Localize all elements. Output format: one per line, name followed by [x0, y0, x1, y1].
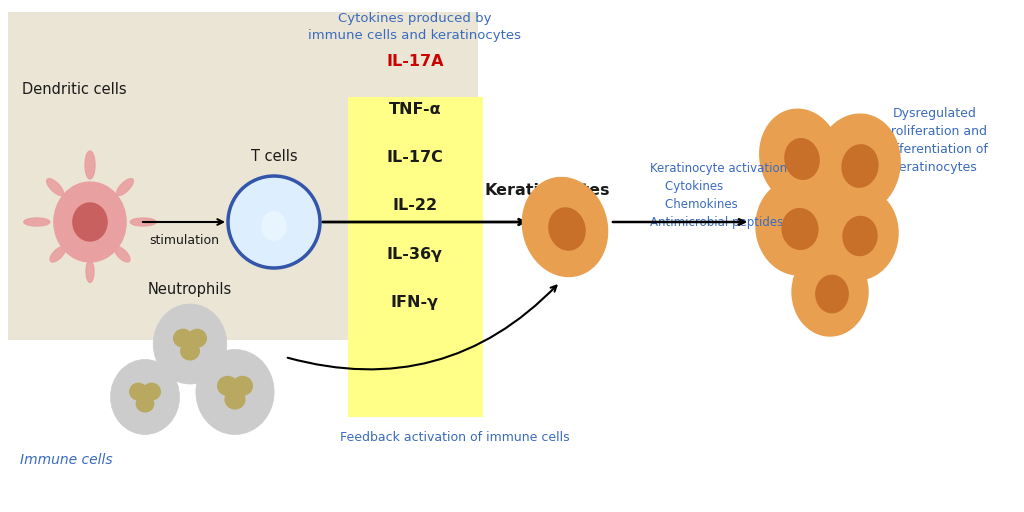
Text: IL-22: IL-22: [392, 199, 437, 214]
Text: Neutrophils: Neutrophils: [147, 282, 232, 297]
Ellipse shape: [760, 109, 841, 205]
Text: Dysregulated
proliferation and
differentiation of
keratinocytes: Dysregulated proliferation and different…: [883, 107, 987, 174]
FancyBboxPatch shape: [348, 97, 483, 417]
Ellipse shape: [522, 178, 607, 276]
Ellipse shape: [756, 179, 840, 275]
Text: TNF-α: TNF-α: [389, 102, 441, 117]
Ellipse shape: [180, 342, 200, 360]
Ellipse shape: [86, 261, 94, 283]
Text: Immune cells: Immune cells: [20, 453, 113, 467]
Ellipse shape: [54, 182, 126, 262]
Ellipse shape: [24, 218, 50, 226]
Ellipse shape: [50, 246, 66, 262]
Ellipse shape: [85, 151, 95, 179]
Text: IL-17C: IL-17C: [387, 151, 443, 165]
Ellipse shape: [47, 179, 63, 196]
Ellipse shape: [816, 275, 848, 313]
Ellipse shape: [115, 246, 130, 262]
Ellipse shape: [143, 383, 161, 400]
Ellipse shape: [187, 329, 206, 347]
Text: Keratinocytes: Keratinocytes: [484, 182, 609, 198]
Ellipse shape: [174, 329, 193, 347]
Ellipse shape: [73, 203, 108, 241]
FancyBboxPatch shape: [8, 12, 478, 340]
Text: IFN-γ: IFN-γ: [391, 294, 439, 309]
Text: stimulation: stimulation: [150, 234, 219, 247]
Ellipse shape: [130, 218, 157, 226]
Circle shape: [228, 176, 319, 268]
Text: T cells: T cells: [251, 149, 297, 164]
Ellipse shape: [792, 248, 868, 336]
Ellipse shape: [130, 383, 147, 400]
Ellipse shape: [842, 145, 878, 187]
Ellipse shape: [117, 179, 133, 196]
Ellipse shape: [816, 114, 900, 214]
Ellipse shape: [232, 376, 252, 395]
Ellipse shape: [154, 304, 226, 384]
Ellipse shape: [782, 208, 818, 249]
Text: Keratinocyte activation:
    Cytokines
    Chemokines
Antimicrobial peptides: Keratinocyte activation: Cytokines Chemo…: [650, 162, 792, 229]
Text: Feedback activation of immune cells: Feedback activation of immune cells: [340, 431, 569, 444]
Text: Cytokines produced by
immune cells and keratinocytes: Cytokines produced by immune cells and k…: [308, 12, 521, 42]
Ellipse shape: [549, 208, 585, 250]
Text: Dendritic cells: Dendritic cells: [22, 82, 127, 97]
Text: IL-17A: IL-17A: [386, 54, 443, 70]
Text: IL-36γ: IL-36γ: [387, 246, 443, 262]
Ellipse shape: [136, 395, 154, 412]
Ellipse shape: [843, 217, 877, 255]
Ellipse shape: [225, 390, 245, 409]
Ellipse shape: [784, 139, 819, 179]
Ellipse shape: [196, 350, 274, 435]
Ellipse shape: [818, 188, 898, 280]
Ellipse shape: [111, 359, 179, 435]
Ellipse shape: [218, 376, 238, 395]
Ellipse shape: [261, 211, 287, 241]
